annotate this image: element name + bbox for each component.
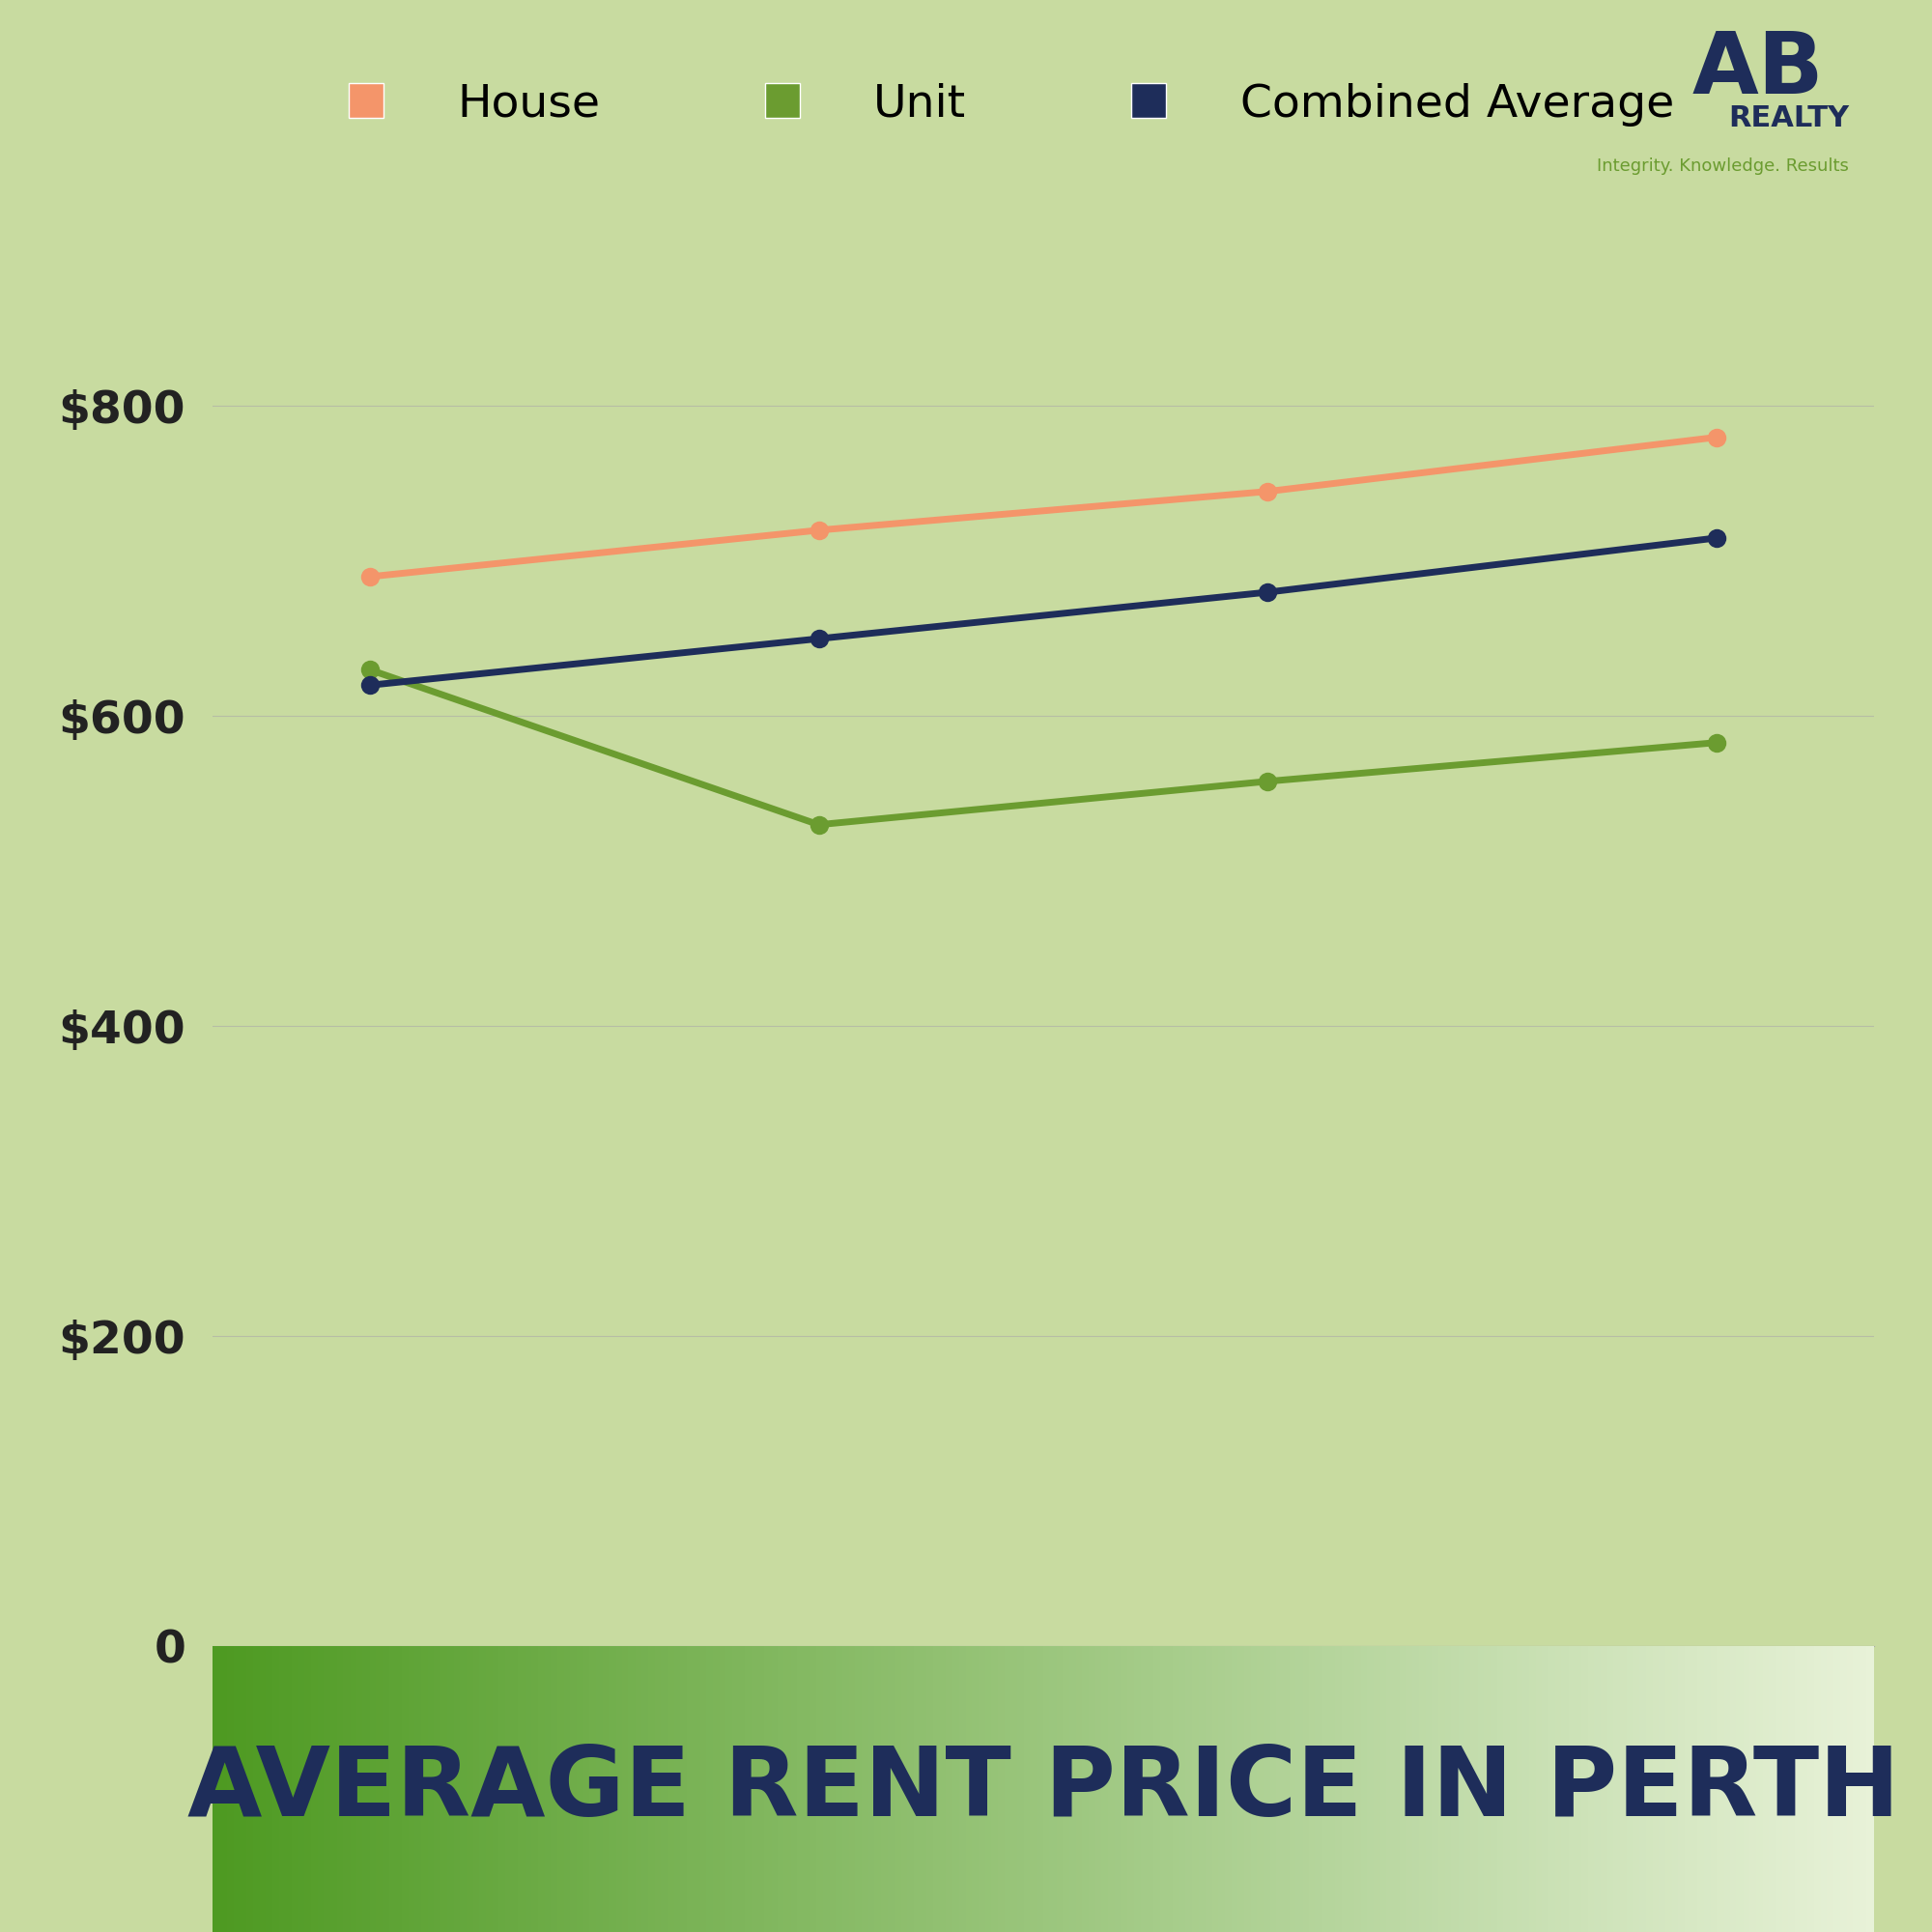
Text: Integrity. Knowledge. Results: Integrity. Knowledge. Results [1598,156,1849,174]
Text: AVERAGE RENT PRICE IN PERTH: AVERAGE RENT PRICE IN PERTH [187,1743,1899,1835]
Legend: House, Unit, Combined Average: House, Unit, Combined Average [301,64,1692,145]
Text: REALTY: REALTY [1729,104,1849,133]
Text: AB: AB [1692,27,1824,112]
